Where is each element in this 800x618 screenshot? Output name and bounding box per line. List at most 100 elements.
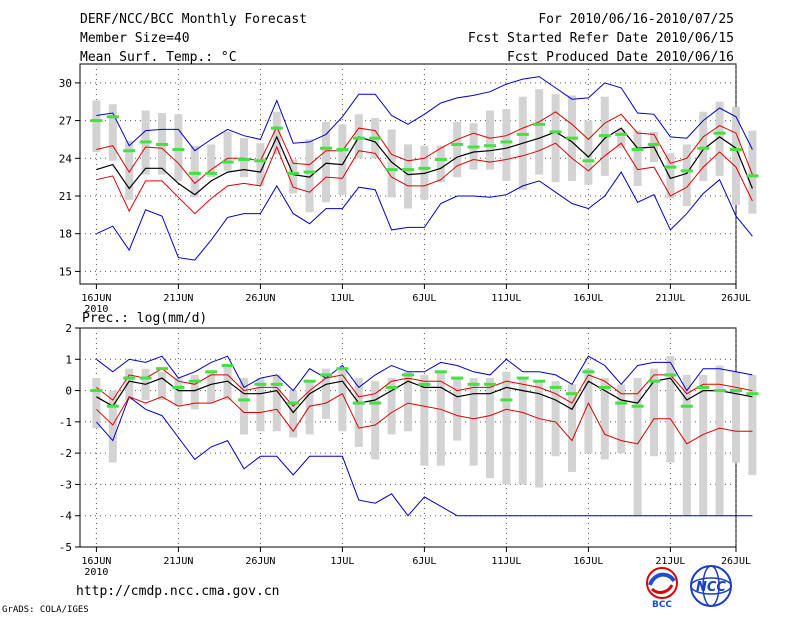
panel2-range-box (322, 368, 330, 419)
panel1-x-tick-label: 6JUL (412, 293, 436, 304)
panel2-y-tick-label: -4 (59, 510, 73, 523)
panel2-range-box (518, 378, 527, 485)
panel1-range-box (108, 104, 117, 161)
panel2-x-tick-label: 26JUN (245, 556, 275, 567)
panel1-x-tick-label: 1JUL (330, 293, 354, 304)
panel1-mean-bar (254, 159, 267, 163)
panel2-range-box (617, 384, 626, 454)
panel2-lower-line (96, 392, 753, 445)
panel2-mean-bar (484, 382, 496, 386)
panel1-mean-bar (385, 168, 398, 172)
panel1-range-box (420, 145, 429, 200)
panel1-x-tick-label: 21JUL (655, 293, 685, 304)
panel1-range-box (551, 94, 560, 183)
panel2-y-tick-label: 1 (65, 353, 72, 366)
panel2-x-tick-label: 1JUL (330, 556, 354, 567)
panel1-range-box (207, 144, 216, 178)
panel1-range-box (732, 106, 740, 205)
panel1-max-line (96, 76, 753, 152)
panel1-mean-bar (418, 166, 431, 170)
panel1-mean-bar (402, 168, 414, 172)
source-url[interactable]: http://cmdp.ncc.cma.gov.cn (76, 584, 280, 599)
panel2-mean-bar (254, 382, 267, 386)
panel1-y-tick-label: 21 (59, 190, 72, 203)
panel2-x-tick-label: 21JUL (655, 556, 685, 567)
panel2-range-box (272, 374, 281, 432)
forecast-period: For 2010/06/16-2010/07/25 (538, 12, 734, 27)
panel1-x-tick-label: 16JUN (81, 293, 111, 304)
panel2-y-tick-label: -2 (59, 447, 72, 460)
panel1-mean-bar (303, 170, 316, 174)
panel1-range-box (338, 124, 347, 195)
panel1-range-box (387, 129, 396, 198)
panel2-range-box (551, 381, 560, 457)
panel2-mean-bar (680, 404, 693, 408)
panel2-mean-bar (664, 373, 677, 377)
panel2-range-box (256, 378, 265, 432)
panel2-mean-bar (451, 376, 464, 380)
panel1-mean-bar (451, 142, 464, 146)
panel1-mean-bar (484, 144, 496, 148)
panel1-mean-bar (598, 134, 611, 138)
panel2-mean-bar (336, 367, 349, 371)
panel2-y-tick-label: -1 (59, 416, 72, 429)
panel2-mean-bar (434, 370, 447, 374)
panel2-mean-bar (90, 389, 103, 393)
panel2-mean-bar (730, 389, 742, 393)
panel1-range-box (125, 140, 134, 200)
panel2-range-box (584, 368, 593, 454)
panel2-range-box (568, 384, 576, 472)
panel1-mean-bar (516, 132, 529, 136)
panel1-mean-bar (156, 142, 168, 146)
panel1-mean-bar (467, 145, 480, 149)
panel2-x-tick-label: 6JUL (412, 556, 436, 567)
panel1-mean-bar (221, 160, 234, 164)
panel1-mean-bar (336, 147, 349, 151)
panel2-range-box (420, 374, 429, 466)
panel1-range-box (535, 89, 544, 175)
panel2-x-tick-label: 16JUN (81, 556, 111, 567)
panel2-mean-bar (467, 382, 480, 386)
panel2-mean-bar (238, 398, 250, 402)
panel1-range-box (190, 145, 199, 198)
panel2-mean-bar (106, 404, 119, 408)
panel2-mean-bar (385, 385, 398, 389)
panel1-mean-bar (566, 136, 578, 140)
panel1-x-tick-label: 16JUL (573, 293, 603, 304)
panel2-x-tick-label: 26JUL (721, 556, 751, 567)
panel1-range-box (223, 131, 232, 171)
panel1-mean-bar (188, 171, 201, 175)
panel1-range-box (272, 111, 281, 155)
panel2-range-box (732, 371, 740, 463)
panel1-range-box (305, 139, 314, 213)
panel2-min-line (96, 395, 753, 517)
panel2-x-tick-label: 11JUL (491, 556, 521, 567)
panel2-median-line (96, 377, 753, 414)
panel1-range-box (584, 120, 593, 185)
panel2-mean-bar (598, 385, 611, 389)
panel2-mean-bar (188, 379, 201, 383)
panel2-x-tick-year: 2010 (84, 567, 108, 578)
panel2-range-box (633, 378, 642, 516)
panel1-range-box (174, 114, 183, 181)
panel2-mean-bar (369, 401, 382, 405)
panel2-mean-bar (205, 370, 218, 374)
panel1-mean-bar (90, 119, 103, 123)
chart-title: DERF/NCC/BCC Monthly Forecast (80, 12, 307, 27)
panel1-mean-bar (172, 147, 185, 151)
panel2-mean-bar (352, 401, 365, 405)
panel2-range-box (305, 381, 314, 435)
panel1-lower-line (96, 142, 753, 215)
panel2-range-box (666, 356, 675, 463)
panel1-mean-bar (582, 159, 595, 163)
panel1-mean-bar (106, 115, 119, 119)
panel2-mean-bar (500, 398, 513, 402)
panel1-mean-bar (664, 165, 677, 169)
panel2-range-box (338, 368, 347, 432)
forecast-started-date: Fcst Started Refer Date 2010/06/15 (467, 31, 734, 46)
panel2-range-box (699, 374, 708, 516)
bcc-logo-text: BCC (652, 600, 672, 609)
panel2-mean-bar (582, 370, 595, 374)
